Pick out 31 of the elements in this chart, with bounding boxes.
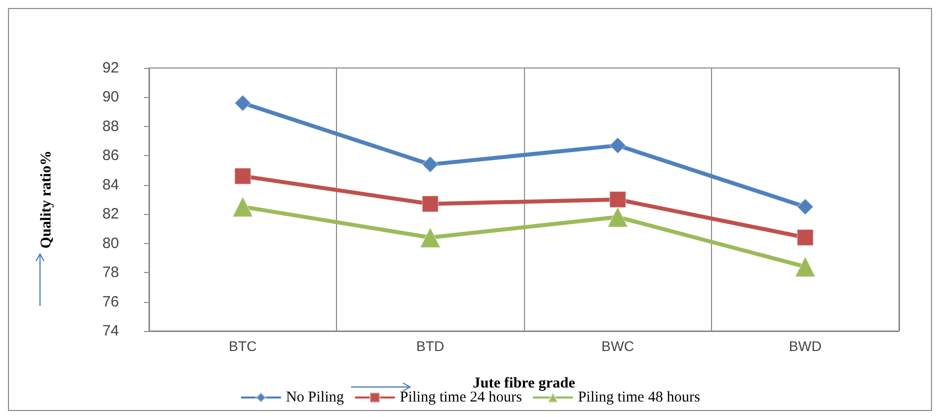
x-tick-label: BWC xyxy=(601,338,634,354)
y-tick-label: 84 xyxy=(102,176,119,194)
y-tick-label: 88 xyxy=(102,118,119,135)
legend-label: Piling time 48 hours xyxy=(578,390,700,406)
y-tick-label: 92 xyxy=(102,60,119,76)
point xyxy=(794,256,816,278)
y-tick-label: 86 xyxy=(102,147,119,164)
x-tick-label: BTC xyxy=(228,338,257,354)
y-tick-label: 90 xyxy=(102,88,119,106)
point xyxy=(796,198,814,216)
point xyxy=(609,136,626,154)
point xyxy=(232,196,254,218)
y-tick-label: 82 xyxy=(102,206,119,223)
x-tick-label: BWD xyxy=(788,338,822,354)
legend-label: No Piling xyxy=(286,390,344,406)
y-tick-label: 80 xyxy=(102,234,119,252)
point xyxy=(420,226,441,248)
x-axis-title: Jute fibre grade xyxy=(472,376,576,392)
y-tick-label: 78 xyxy=(102,264,119,282)
point xyxy=(796,228,814,246)
point xyxy=(234,168,252,185)
y-tick-label: 74 xyxy=(102,322,119,340)
point xyxy=(422,195,439,212)
point xyxy=(422,156,439,173)
x-tick-label: BTD xyxy=(416,338,444,354)
point xyxy=(609,191,626,208)
point xyxy=(234,94,252,112)
y-tick-label: 76 xyxy=(102,293,119,310)
y-axis-title: Quality ratio% xyxy=(38,150,54,248)
legend-label: Piling time 24 hours xyxy=(400,390,522,406)
point xyxy=(607,206,628,228)
